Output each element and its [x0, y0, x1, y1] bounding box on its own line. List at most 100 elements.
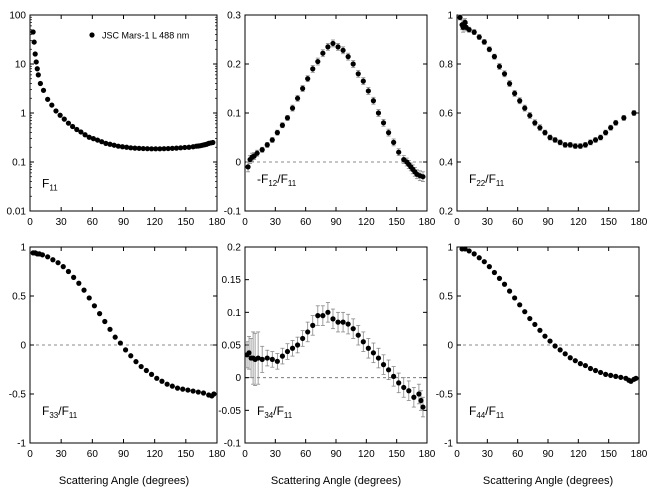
data-point — [143, 367, 149, 374]
data-point — [537, 327, 543, 333]
data-point — [476, 255, 482, 261]
data-point — [360, 78, 366, 84]
x-tick-label: 30 — [482, 217, 494, 228]
data-point — [65, 120, 72, 126]
data-point — [350, 326, 356, 332]
x-tick-label: 60 — [87, 449, 99, 460]
data-point — [391, 139, 397, 145]
data-point — [60, 264, 66, 270]
data-point — [124, 144, 130, 150]
data-point — [190, 388, 196, 394]
panel-5: 0 30 60 90 120 150 180 -0.1 -0.05 0 0.05 0.1 0.15 0.2… — [218, 243, 436, 461]
data-point — [32, 51, 38, 57]
data-point — [102, 318, 108, 325]
data-point — [330, 40, 336, 47]
data-point — [65, 268, 72, 275]
y-tick-label: 0.1 — [12, 158, 26, 169]
data-point — [128, 145, 134, 151]
panel-6: 0 30 60 90 120 150 180 -1 -0.5 0 0.5 1 F44/F11 — [436, 243, 648, 461]
data-point — [269, 137, 275, 143]
x-tick-label: 180 — [209, 217, 226, 228]
data-point — [462, 19, 468, 25]
data-point — [289, 105, 296, 111]
data-point — [173, 145, 180, 151]
y-tick-label: 0.6 — [439, 109, 453, 120]
data-point — [471, 29, 477, 35]
panel-4: 0 30 60 90 120 150 180 -1 -0.5 0 0.5 1 F33/F11 — [9, 243, 226, 461]
data-point — [547, 338, 553, 344]
legend-marker — [89, 32, 95, 38]
x-tick-label: 120 — [146, 217, 163, 228]
data-point — [259, 147, 265, 153]
data-point — [33, 59, 39, 65]
y-tick-label: 1 — [447, 243, 453, 254]
data-point — [370, 350, 377, 356]
data-point — [178, 145, 184, 151]
y-tick-label: 100 — [9, 11, 26, 22]
data-point — [360, 339, 366, 345]
data-point — [259, 356, 265, 362]
data-point — [86, 295, 92, 301]
data-point — [577, 361, 583, 367]
data-point — [466, 248, 472, 254]
data-point — [81, 287, 87, 293]
data-point — [136, 145, 142, 151]
data-point — [154, 375, 160, 381]
y-tick-label: 0 — [235, 158, 241, 169]
data-point — [462, 246, 468, 252]
data-point — [254, 150, 260, 156]
data-point — [420, 174, 426, 180]
data-point — [340, 47, 346, 53]
data-point — [40, 87, 47, 93]
data-point — [133, 359, 139, 365]
panel-label: F11 — [42, 177, 58, 193]
data-point — [169, 145, 175, 151]
data-point — [587, 365, 594, 372]
data-point — [572, 358, 578, 364]
data-point — [567, 355, 573, 361]
data-point — [466, 27, 472, 33]
data-point — [86, 134, 92, 140]
x-tick-label: 180 — [631, 449, 648, 460]
data-point — [164, 381, 170, 387]
y-tick-label: 0.4 — [439, 158, 453, 169]
y-tick-label: -0.5 — [9, 390, 27, 401]
x-tick-label: 150 — [177, 449, 194, 460]
x-tick-label: 120 — [570, 217, 587, 228]
x-tick-label: 90 — [542, 217, 554, 228]
panel-label: -F12/F11 — [257, 172, 297, 188]
data-point — [294, 95, 301, 101]
x-tick-label: 90 — [542, 449, 554, 460]
data-point — [55, 260, 61, 266]
x-tick-label: 150 — [177, 217, 194, 228]
data-point — [355, 71, 361, 77]
data-point — [34, 66, 40, 72]
x-tick-label: 30 — [56, 449, 68, 460]
data-point — [112, 334, 118, 340]
data-point — [37, 80, 43, 87]
data-point — [603, 371, 609, 377]
data-point — [117, 340, 123, 346]
y-tick-label: 0.15 — [222, 275, 242, 286]
data-point — [195, 389, 201, 395]
data-point — [180, 386, 186, 392]
data-point — [340, 319, 346, 325]
data-point — [471, 251, 477, 257]
data-point — [608, 372, 614, 378]
panel-2: 0 30 60 90 120 150 180-0.100.10.20.3-F12/F11 — [224, 11, 436, 229]
y-tick-label: 0 — [20, 341, 26, 352]
x-axis-label-1: Scattering Angle (degrees) — [59, 475, 189, 487]
data-point — [486, 264, 492, 270]
data-point — [284, 115, 291, 121]
data-point — [300, 85, 306, 92]
data-point — [246, 350, 252, 356]
x-tick-label: 180 — [631, 217, 648, 228]
data-point — [486, 46, 492, 52]
data-point — [481, 39, 487, 45]
x-tick-label: 180 — [419, 217, 436, 228]
data-point — [148, 371, 155, 377]
data-point — [264, 355, 270, 361]
y-tick-label: 10 — [15, 60, 27, 71]
data-point — [375, 110, 382, 116]
